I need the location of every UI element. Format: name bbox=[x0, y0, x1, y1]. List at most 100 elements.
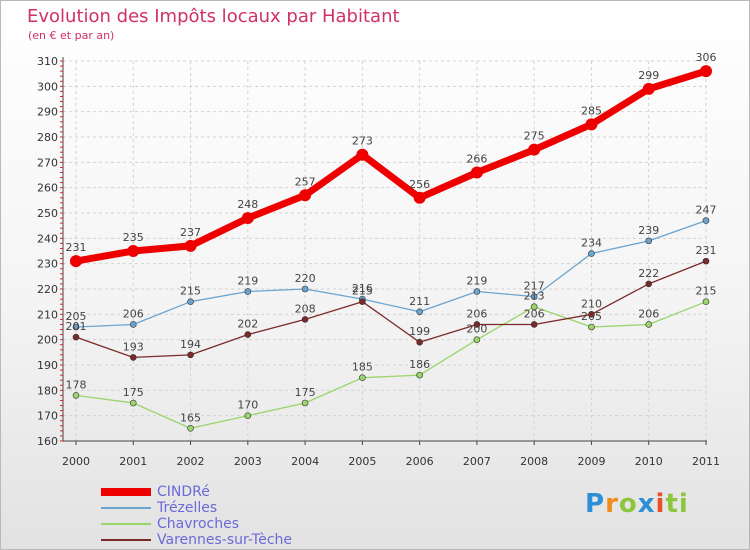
data-label: 211 bbox=[409, 295, 430, 308]
data-point bbox=[702, 217, 710, 224]
series-line bbox=[75, 67, 708, 265]
data-label: 215 bbox=[352, 285, 373, 298]
data-label: 170 bbox=[237, 399, 258, 412]
data-label: 165 bbox=[180, 411, 201, 424]
data-label: 306 bbox=[696, 51, 717, 64]
data-label: 219 bbox=[466, 275, 487, 288]
logo-letter: i bbox=[678, 489, 689, 519]
legend-swatch bbox=[101, 488, 151, 496]
data-label: 257 bbox=[295, 175, 316, 188]
data-label: 219 bbox=[237, 275, 258, 288]
data-label: 234 bbox=[581, 237, 602, 250]
y-tick-label: 260 bbox=[37, 182, 58, 195]
data-label: 248 bbox=[237, 198, 258, 211]
legend-label: Trézelles bbox=[157, 500, 218, 516]
legend-label: CINDRé bbox=[157, 484, 210, 500]
y-tick-label: 160 bbox=[37, 435, 58, 448]
data-point bbox=[473, 336, 481, 343]
data-point bbox=[416, 308, 423, 316]
data-point bbox=[301, 316, 309, 323]
x-tick-label: 2010 bbox=[635, 455, 663, 468]
legend-label: Varennes-sur-Tèche bbox=[157, 532, 293, 548]
data-label: 208 bbox=[295, 302, 316, 315]
data-label: 222 bbox=[638, 267, 659, 280]
data-label: 239 bbox=[638, 224, 659, 237]
series-line bbox=[75, 301, 707, 429]
data-point bbox=[530, 321, 538, 328]
data-point bbox=[702, 298, 710, 305]
data-label: 193 bbox=[123, 340, 144, 353]
data-point bbox=[359, 374, 366, 381]
legend: CINDRé Trézelles Chavroches Varennes-sur-Tè… bbox=[101, 484, 292, 548]
data-label: 206 bbox=[524, 307, 545, 320]
data-point bbox=[359, 298, 366, 305]
data-point bbox=[241, 212, 254, 225]
y-tick-label: 180 bbox=[37, 384, 58, 397]
x-tick-label: 2004 bbox=[291, 455, 319, 468]
data-point bbox=[301, 285, 309, 293]
y-tick-label: 310 bbox=[37, 55, 58, 68]
data-point bbox=[184, 239, 197, 252]
data-label: 275 bbox=[524, 130, 545, 143]
legend-swatch bbox=[101, 539, 151, 541]
data-point bbox=[129, 399, 137, 407]
data-label: 185 bbox=[352, 361, 373, 374]
data-point bbox=[416, 338, 423, 346]
x-tick-label: 2007 bbox=[463, 455, 491, 468]
data-point bbox=[244, 331, 252, 338]
data-label: 178 bbox=[66, 378, 87, 391]
logo-letter: i bbox=[655, 489, 666, 519]
legend-label: Chavroches bbox=[157, 516, 240, 532]
series-line bbox=[75, 219, 707, 328]
data-point bbox=[588, 323, 595, 331]
data-point bbox=[413, 191, 426, 204]
data-label: 206 bbox=[123, 307, 144, 320]
y-tick-label: 220 bbox=[37, 283, 58, 296]
data-label: 285 bbox=[581, 104, 602, 117]
logo-letter: t bbox=[665, 489, 679, 519]
x-tick-label: 2011 bbox=[692, 455, 720, 468]
data-point bbox=[416, 371, 423, 379]
y-tick-label: 250 bbox=[37, 207, 58, 220]
x-tick-label: 2002 bbox=[177, 455, 205, 468]
logo-letter: o bbox=[618, 489, 638, 519]
data-point bbox=[187, 425, 194, 432]
data-point bbox=[244, 412, 252, 419]
chart-subtitle: (en € et par an) bbox=[28, 29, 115, 42]
data-label: 235 bbox=[123, 231, 144, 244]
data-label: 201 bbox=[66, 320, 87, 333]
x-tick-label: 2008 bbox=[520, 455, 548, 468]
logo-letter: r bbox=[605, 489, 619, 519]
y-tick-label: 300 bbox=[37, 80, 58, 93]
data-point bbox=[642, 82, 655, 95]
data-point bbox=[645, 237, 653, 245]
data-label: 206 bbox=[466, 307, 487, 320]
data-label: 205 bbox=[66, 310, 87, 323]
data-label: 210 bbox=[581, 297, 602, 310]
y-tick-label: 240 bbox=[37, 232, 58, 245]
data-point bbox=[129, 354, 137, 361]
data-point bbox=[645, 280, 653, 288]
data-point bbox=[301, 399, 309, 407]
data-label: 215 bbox=[180, 285, 201, 298]
y-tick-label: 210 bbox=[37, 308, 58, 321]
data-point bbox=[585, 118, 598, 131]
data-point bbox=[588, 311, 595, 318]
data-label: 186 bbox=[409, 358, 430, 371]
x-tick-label: 2000 bbox=[62, 455, 90, 468]
data-point bbox=[129, 321, 137, 328]
data-label: 215 bbox=[696, 285, 717, 298]
y-tick-label: 270 bbox=[37, 156, 58, 169]
legend-item: Varennes-sur-Tèche bbox=[101, 532, 292, 548]
x-tick-label: 2001 bbox=[119, 455, 147, 468]
data-point bbox=[530, 303, 538, 311]
y-tick-label: 290 bbox=[37, 106, 58, 119]
data-point bbox=[187, 351, 194, 359]
data-point bbox=[72, 333, 80, 341]
data-label: 175 bbox=[123, 386, 144, 399]
data-label: 231 bbox=[66, 241, 87, 254]
data-point bbox=[244, 288, 252, 295]
y-tick-label: 230 bbox=[37, 258, 58, 271]
legend-swatch bbox=[101, 507, 151, 509]
proxiti-logo: Proxiti bbox=[585, 489, 689, 519]
